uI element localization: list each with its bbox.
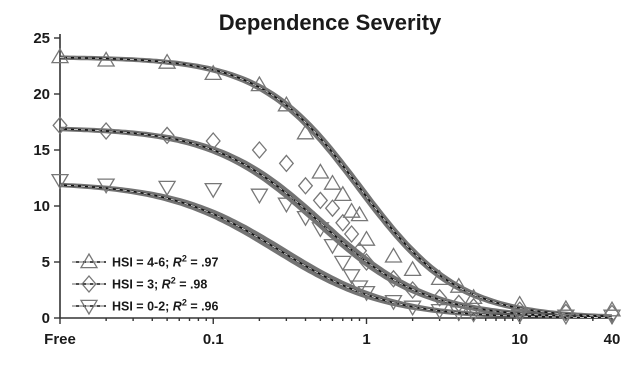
- data-point-diamond: [351, 241, 368, 260]
- legend-marker-diamond: [81, 274, 97, 294]
- data-point-triangle-down: [277, 197, 296, 214]
- data-point-diamond: [278, 154, 295, 173]
- y-tick-label: 10: [33, 198, 50, 215]
- data-point-diamond: [205, 131, 221, 151]
- legend-marker-triangle-up: [79, 252, 99, 269]
- x-tick-label: 1: [362, 331, 370, 348]
- data-point-triangle-down: [384, 294, 403, 311]
- data-point-triangle-down: [311, 222, 330, 238]
- y-tick-label: 5: [42, 254, 50, 271]
- data-point-triangle-down: [96, 178, 116, 194]
- data-point-triangle-up: [403, 260, 422, 277]
- fit-curve-dash-1: [59, 57, 613, 317]
- data-point-triangle-up: [342, 202, 361, 218]
- data-point-triangle-down: [357, 285, 376, 302]
- data-point-triangle-up: [96, 51, 116, 67]
- data-point-triangle-down: [602, 309, 622, 326]
- data-point-diamond: [343, 224, 360, 244]
- data-point-diamond: [451, 294, 467, 313]
- chart-title: Dependence Severity: [219, 10, 442, 35]
- x-tick-label: Free: [44, 331, 76, 348]
- y-tick-label: 0: [42, 310, 50, 327]
- legend: HSI = 4-6; R2 = .97 HSI = 3; R2 = .98 HSI …: [72, 252, 219, 316]
- fit-curve-dash-2: [59, 128, 612, 318]
- legend-entry-3: HSI = 0-2; R2 = .96: [112, 298, 219, 314]
- data-point-triangle-up: [333, 185, 352, 202]
- fit-curves: [59, 56, 613, 319]
- data-point-triangle-up: [449, 277, 468, 293]
- data-point-diamond: [297, 176, 314, 195]
- data-point-triangle-down: [430, 303, 449, 320]
- confidence-band-3: [60, 182, 612, 318]
- y-tick-label: 15: [33, 142, 50, 159]
- data-point-triangle-up: [157, 53, 177, 69]
- data-point-triangle-up: [350, 205, 369, 222]
- legend-entry-1: HSI = 4-6; R2 = .97: [112, 254, 219, 270]
- data-point-triangle-down: [296, 210, 315, 227]
- data-point-triangle-up: [602, 300, 622, 317]
- data-point-diamond: [431, 288, 448, 307]
- data-point-diamond: [335, 213, 351, 232]
- y-tick-label: 20: [33, 86, 50, 103]
- data-point-diamond: [251, 140, 268, 160]
- data-point-triangle-up: [250, 75, 269, 92]
- data-point-diamond: [385, 269, 402, 288]
- data-point-triangle-down: [50, 173, 70, 190]
- data-point-triangle-down: [204, 182, 223, 199]
- data-point-triangle-up: [204, 64, 223, 81]
- data-point-triangle-down: [157, 180, 177, 197]
- data-point-triangle-up: [556, 299, 576, 316]
- data-point-triangle-up: [323, 174, 342, 190]
- data-point-triangle-down: [556, 309, 576, 326]
- data-point-diamond: [159, 126, 175, 145]
- data-point-triangle-up: [311, 163, 330, 179]
- data-point-diamond: [465, 297, 482, 316]
- legend-entry-2: HSI = 3; R2 = .98: [112, 276, 207, 292]
- data-point-triangle-down: [403, 300, 422, 317]
- data-point-diamond: [324, 199, 341, 218]
- data-point-triangle-up: [384, 247, 403, 263]
- data-point-triangle-down: [350, 280, 369, 296]
- fit-curve-dash-3: [59, 184, 613, 319]
- data-point-triangle-down: [464, 307, 483, 323]
- data-point-triangle-down: [510, 308, 529, 324]
- x-tick-label: 10: [511, 331, 528, 348]
- x-tick-label: 40: [604, 331, 621, 348]
- data-point-triangle-up: [357, 230, 376, 246]
- data-point-triangle-up: [296, 123, 315, 140]
- data-point-triangle-down: [333, 255, 352, 272]
- data-markers: [50, 47, 622, 326]
- data-point-triangle-up: [464, 288, 483, 305]
- data-point-diamond: [404, 280, 421, 300]
- data-point-triangle-down: [250, 188, 269, 205]
- data-point-triangle-up: [277, 95, 296, 112]
- data-point-diamond: [512, 301, 528, 320]
- data-point-diamond: [312, 191, 329, 210]
- x-tick-label: 0.1: [203, 331, 224, 348]
- legend-marker-triangle-down: [79, 299, 99, 316]
- data-point-triangle-down: [449, 306, 468, 322]
- data-point-triangle-up: [430, 269, 449, 286]
- y-tick-label: 25: [33, 30, 50, 47]
- data-point-diamond: [358, 252, 375, 272]
- data-point-triangle-down: [323, 238, 342, 255]
- data-point-triangle-up: [50, 47, 70, 64]
- data-point-diamond: [98, 121, 114, 141]
- data-point-diamond: [52, 116, 68, 135]
- data-point-triangle-up: [510, 295, 529, 311]
- data-point-triangle-down: [342, 269, 361, 285]
